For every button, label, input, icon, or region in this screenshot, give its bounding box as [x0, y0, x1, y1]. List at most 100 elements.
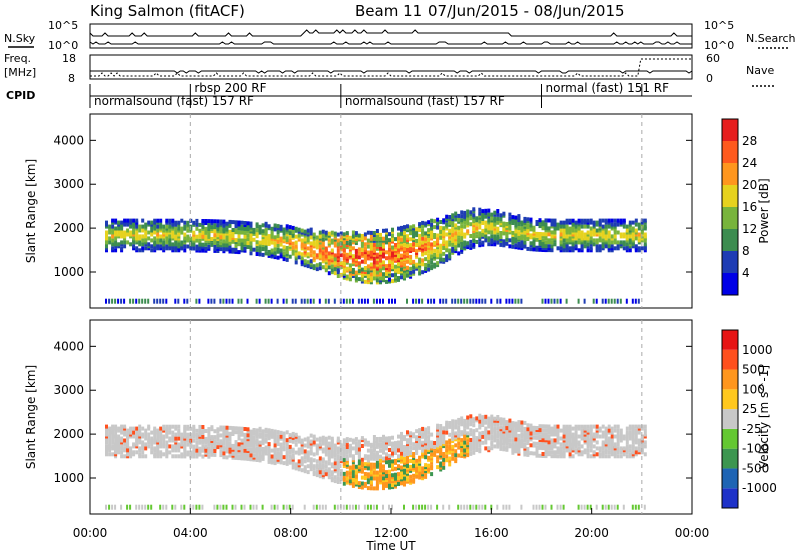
power-cell	[412, 224, 416, 229]
velocity-cell	[147, 436, 151, 441]
power-cell	[144, 234, 148, 239]
beam-label: Beam 11	[355, 2, 422, 20]
power-cell	[427, 241, 431, 246]
velocity-cell	[162, 504, 165, 510]
velocity-cell	[460, 416, 464, 421]
power-cell	[186, 244, 190, 249]
power-cell	[397, 276, 400, 280]
power-cell	[312, 264, 316, 269]
power-cell	[336, 274, 340, 278]
power-cell	[541, 242, 545, 246]
velocity-cell	[243, 427, 247, 431]
power-cell	[315, 263, 319, 268]
power-cell	[237, 220, 241, 225]
velocity-cell	[619, 450, 623, 455]
power-cell	[550, 244, 554, 249]
power-cell	[613, 298, 616, 304]
velocity-cell	[628, 452, 632, 457]
velocity-cell	[592, 432, 596, 437]
power-cell	[475, 240, 479, 244]
velocity-cell	[610, 434, 614, 439]
power-cell	[198, 232, 202, 237]
velocity-cell	[366, 448, 370, 453]
velocity-cell	[177, 454, 181, 459]
velocity-cell	[132, 450, 136, 455]
velocity-cell	[613, 424, 617, 429]
velocity-cell	[457, 417, 461, 422]
power-cell	[339, 261, 343, 266]
power-cell	[375, 278, 379, 283]
power-cell	[282, 245, 286, 250]
power-cell	[198, 228, 202, 233]
power-cell	[382, 244, 385, 249]
power-cell	[433, 233, 437, 237]
velocity-cell	[108, 442, 112, 447]
power-cell	[123, 218, 127, 223]
power-cell	[123, 240, 127, 245]
power-cell	[351, 268, 355, 272]
velocity-cell	[114, 504, 117, 510]
velocity-cell	[285, 438, 289, 443]
power-cell	[375, 242, 379, 247]
velocity-cell	[442, 457, 446, 462]
velocity-cell	[454, 443, 458, 448]
power-cell	[309, 235, 313, 240]
velocity-cell	[568, 424, 572, 429]
velocity-cell	[541, 424, 545, 429]
velocity-cell	[580, 428, 584, 433]
velocity-cell	[186, 438, 190, 443]
velocity-cell	[541, 442, 545, 447]
power-cell	[183, 298, 186, 304]
velocity-cell	[529, 443, 533, 448]
velocity-cell	[571, 426, 575, 431]
power-cell	[592, 228, 596, 233]
power-cell	[186, 220, 190, 225]
velocity-cell	[613, 450, 617, 455]
velocity-cell	[514, 437, 518, 442]
velocity-cell	[589, 432, 593, 437]
velocity-cell	[267, 457, 271, 462]
power-cell	[282, 227, 286, 232]
velocity-cell	[336, 504, 339, 510]
velocity-cell	[448, 462, 452, 467]
power-cell	[508, 212, 512, 217]
velocity-cell	[469, 438, 473, 442]
power-cell	[201, 219, 205, 223]
power-cell	[279, 236, 283, 241]
power-cell	[204, 219, 208, 223]
velocity-cell	[559, 504, 562, 510]
velocity-cell	[577, 424, 581, 429]
power-cell	[336, 238, 340, 243]
power-cell	[418, 257, 422, 262]
power-cell	[562, 242, 566, 247]
velocity-cell	[511, 438, 515, 443]
velocity-cell	[466, 504, 469, 510]
power-cell	[442, 246, 446, 250]
velocity-cell	[111, 440, 115, 445]
velocity-cell	[421, 426, 425, 431]
velocity-cell	[138, 424, 142, 429]
velocity-cell	[216, 427, 220, 432]
power-cell	[291, 245, 295, 250]
power-cell	[132, 298, 135, 304]
power-cell	[382, 266, 385, 271]
power-cell	[415, 298, 418, 304]
power-cell	[478, 241, 482, 246]
power-cell	[397, 248, 400, 253]
power-cell	[213, 223, 217, 228]
power-cell	[216, 219, 220, 224]
power-cell	[385, 272, 388, 276]
power-cell	[601, 230, 605, 235]
velocity-cell	[400, 439, 403, 444]
power-cell	[637, 222, 641, 227]
velocity-cell	[252, 435, 256, 440]
power-cell	[559, 220, 563, 225]
power-cell	[397, 226, 400, 231]
velocity-cell	[345, 476, 349, 481]
power-cell	[553, 226, 557, 231]
velocity-cell	[430, 452, 434, 457]
power-cell	[231, 228, 235, 232]
power-cell	[400, 267, 403, 272]
power-cell	[451, 246, 455, 251]
